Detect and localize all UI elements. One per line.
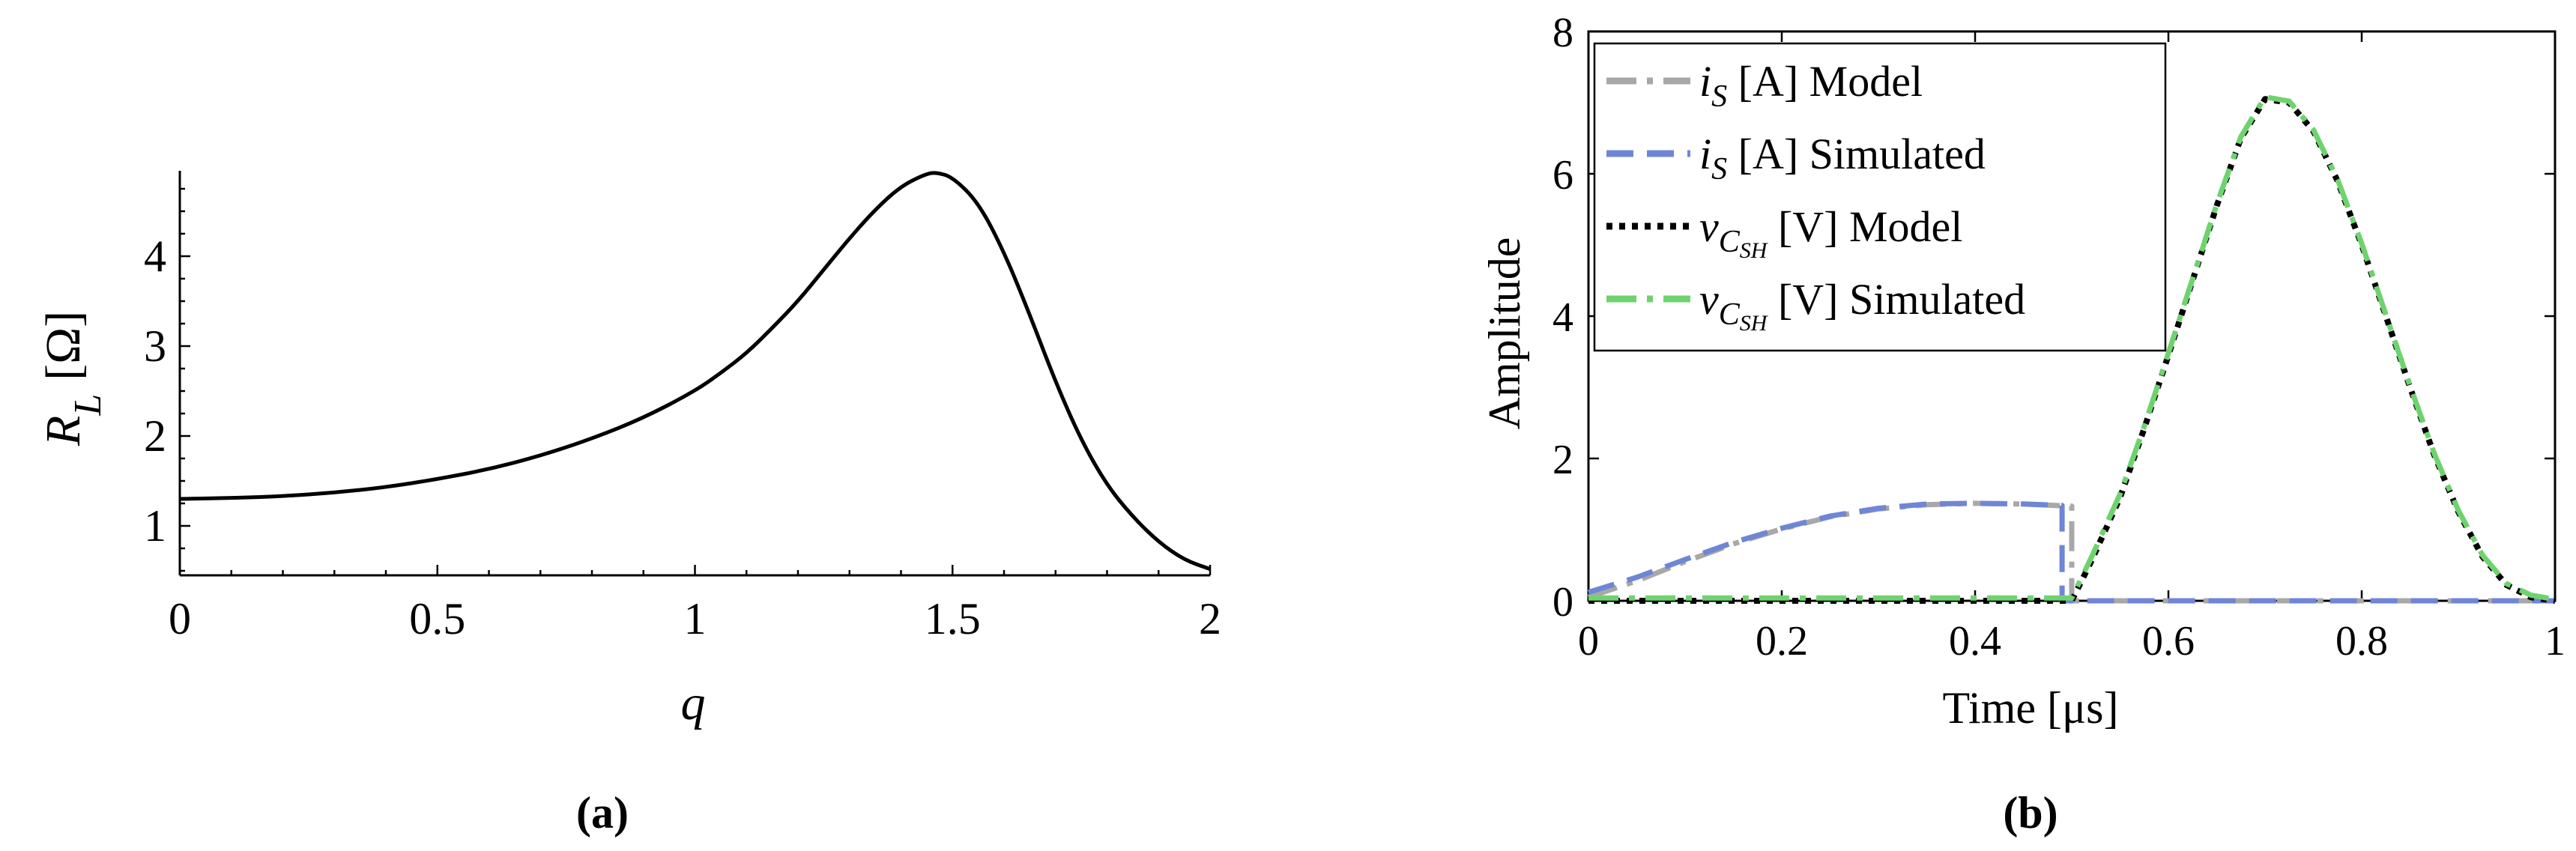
panel-b-x-tick-label: 0.6 [2142,618,2195,664]
panel-a-ylabel: RL [Ω] [36,311,109,446]
panel-a-y-tick-label: 3 [144,321,166,371]
panel-b-y-tick-label: 2 [1552,437,1573,483]
panel-a-ylabel-unit: [Ω] [36,311,91,381]
panel-b-legend-label: iS [A] Model [1699,57,1923,114]
panel-b-legend-label: vCSH [V] Model [1699,202,1962,263]
panel-b-legend: iS [A] Model iS [A] Simulated vCSH [V] Mod… [1593,42,2167,352]
svg-text:RL[Ω]: RL [Ω] [36,311,109,446]
panel-b-x-tick-label: 0.8 [2335,618,2388,664]
panel-b-x-tick-label: 0 [1578,618,1599,664]
panel-b-series-line-2 [1587,500,2555,604]
panel-a-series [179,171,1211,571]
panel-b-series-line-1 [1587,500,2555,604]
panel-b-xlabel: Time [μs] [1943,683,2119,733]
panel-a-chart: 0 0.5 1 1.5 2 1 2 3 4 q RL [Ω] (a) [36,171,1221,838]
panel-b-y-tick-label: 6 [1552,152,1573,199]
panel-b-chart: 0 0.2 0.4 0.6 0.8 1 0 2 4 6 8 iS [A] Model iS [A] S… [1480,10,2566,838]
panel-a-x-tick-label: 2 [1199,594,1221,643]
panel-a-y-tick-label: 1 [144,501,166,551]
panel-b-x-tick-label: 0.2 [1756,618,1808,664]
panel-b-series [1587,94,2556,604]
panel-a-ylabel-main: R [36,416,91,446]
panel-b-y-tick-label: 8 [1552,10,1573,56]
panel-a-label: (a) [576,788,629,838]
panel-b-x-tick-label: 1 [2545,618,2566,664]
panel-a-ylabel-sub: L [67,394,109,417]
panel-a-series-line [179,171,1211,571]
panel-a-x-tick-label: 0.5 [409,594,465,643]
panel-a-xlabel: q [681,676,706,730]
panel-a-axes [178,171,1210,577]
panel-b-y-tick-label: 4 [1552,294,1573,341]
panel-b-x-tick-label: 0.4 [1949,618,2001,664]
panel-b-label: (b) [2003,788,2058,838]
panel-a-ticks: 0 0.5 1 1.5 2 1 2 3 4 [144,187,1221,643]
panel-b-series-line-4 [1588,94,2556,602]
panel-a-x-tick-label: 1.5 [925,594,981,643]
panel-b-ylabel: Amplitude [1480,237,1529,430]
panel-b-ticks: 0 0.2 0.4 0.6 0.8 1 0 2 4 6 8 [1552,10,2566,664]
panel-b-y-tick-label: 0 [1552,579,1573,626]
panel-a-x-tick-label: 0 [169,594,191,643]
panel-a-y-tick-label: 2 [144,411,166,461]
panel-b-legend-label: iS [A] Simulated [1699,130,1986,187]
panel-b-series-line-3 [1588,96,2556,604]
panel-a-y-tick-label: 4 [144,231,166,281]
panel-b-legend-label: vCSH [V] Simulated [1699,275,2025,336]
panel-a-x-tick-label: 1 [684,594,707,643]
